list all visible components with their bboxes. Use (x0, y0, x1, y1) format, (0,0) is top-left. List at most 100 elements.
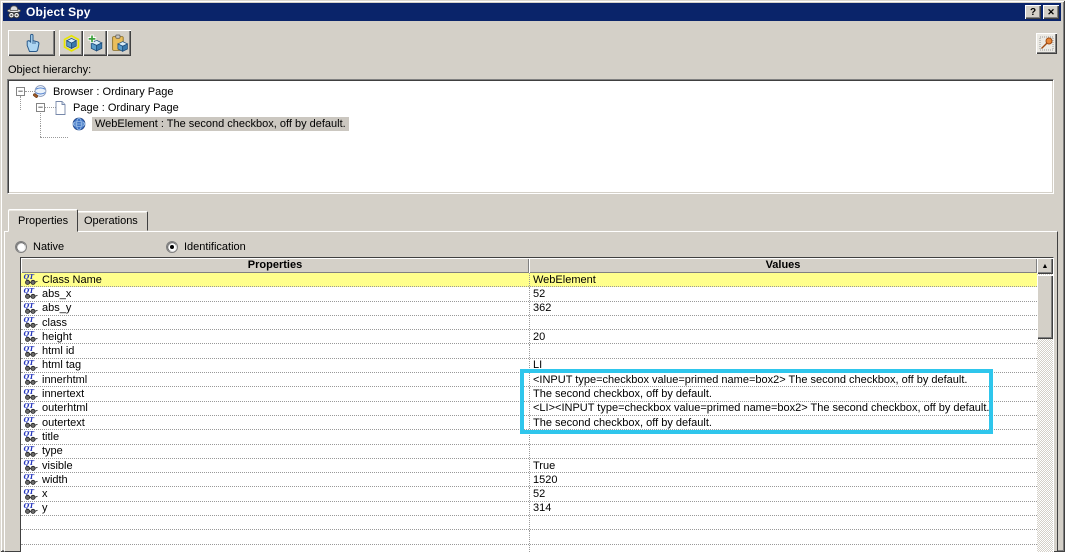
property-value-cell: WebElement (529, 273, 1037, 287)
property-value: 52 (533, 488, 546, 501)
table-row[interactable]: QT innerhtml <INPUT type=checkbox value=pr… (21, 373, 1037, 388)
tree-connector (40, 137, 68, 138)
property-value: <LI><INPUT type=checkbox value=primed na… (533, 402, 990, 415)
table-row[interactable]: QT x 52 (21, 487, 1037, 502)
tree-item-webelement[interactable]: WebElement : The second checkbox, off by… (71, 116, 349, 132)
property-value-cell: <INPUT type=checkbox value=primed name=b… (529, 373, 1037, 387)
property-value: 1520 (533, 473, 558, 486)
highlight-in-application-button[interactable] (59, 30, 83, 56)
property-icon: QT (23, 330, 38, 343)
property-name-cell: QT html tag (21, 359, 529, 372)
svg-text:QT: QT (24, 359, 36, 367)
property-name-cell: QT class (21, 316, 529, 329)
property-value: 20 (533, 330, 546, 343)
property-value-cell: 314 (529, 501, 1037, 516)
close-button[interactable]: ✕ (1043, 5, 1059, 19)
add-cube-icon (87, 34, 103, 51)
window-title: Object Spy (26, 5, 91, 19)
help-button[interactable]: ? (1025, 5, 1041, 19)
property-name-cell: QT innerhtml (21, 373, 529, 386)
table-row[interactable]: QT visible True (21, 458, 1037, 474)
svg-text:QT: QT (24, 316, 36, 324)
table-row[interactable]: QT outertext The second checkbox, off by d… (21, 415, 1037, 431)
radio-identification-dot[interactable] (166, 241, 178, 253)
property-name: Class Name (42, 273, 102, 286)
svg-text:QT: QT (24, 388, 36, 396)
object-hierarchy-tree: − Browser : Ordinary Page − Page : Ordin… (7, 79, 1054, 194)
tree-item-browser[interactable]: Browser : Ordinary Page (32, 84, 173, 100)
radio-identification-label: Identification (184, 241, 246, 253)
hand-pointer-icon (26, 33, 39, 52)
copy-to-clipboard-button[interactable] (107, 30, 131, 56)
svg-text:QT: QT (24, 502, 36, 510)
collapse-toggle-browser[interactable]: − (16, 86, 25, 96)
table-row[interactable]: QT class (21, 315, 1037, 331)
property-name: type (42, 445, 63, 458)
tab-properties[interactable]: Properties (8, 209, 79, 232)
property-name: innertext (42, 388, 85, 401)
property-name-cell: QT outertext (21, 416, 529, 429)
property-value: WebElement (533, 273, 596, 286)
grid-vertical-scrollbar[interactable]: ▲ (1037, 258, 1053, 552)
tree-connector (40, 113, 41, 126)
keep-on-top-button[interactable] (1036, 33, 1057, 54)
table-row[interactable]: QT innertext The second checkbox, off by d… (21, 387, 1037, 402)
property-value-cell (529, 315, 1037, 330)
table-row[interactable]: QT html id (21, 344, 1037, 359)
table-row[interactable]: QT title (21, 430, 1037, 445)
radio-native-dot[interactable] (15, 241, 27, 253)
property-name: abs_y (42, 302, 72, 315)
svg-text:QT: QT (24, 488, 36, 496)
empty-row (21, 530, 1037, 545)
svg-text:QT: QT (24, 402, 36, 410)
grid-body: QT Class Name WebElement QT abs_x 52 QT abs_y 36… (21, 273, 1037, 552)
tab-label: Operations (84, 215, 138, 227)
property-value-cell: The second checkbox, off by default. (529, 415, 1037, 430)
property-icon: QT (23, 388, 38, 401)
property-name-cell: QT outerhtml (21, 402, 529, 415)
tab-label: Properties (18, 214, 69, 227)
svg-text:QT: QT (24, 287, 36, 295)
table-row[interactable]: QT y 314 (21, 501, 1037, 517)
svg-text:QT: QT (24, 459, 36, 467)
point-button[interactable] (8, 30, 55, 56)
properties-tab-panel: Native Identification Properties Values … (4, 231, 1058, 552)
table-row[interactable]: QT height 20 (21, 330, 1037, 345)
property-name-cell: QT title (21, 430, 529, 443)
property-icon: QT (23, 316, 38, 329)
property-value: The second checkbox, off by default. (533, 416, 712, 429)
property-name-cell: QT visible (21, 459, 529, 472)
svg-text:QT: QT (24, 273, 36, 281)
radio-native-label: Native (33, 241, 65, 253)
property-name-cell: QT abs_y (21, 302, 529, 315)
values-column-header: Values (529, 258, 1037, 273)
tree-item-page[interactable]: Page : Ordinary Page (52, 100, 179, 116)
table-row[interactable]: QT abs_y 362 (21, 301, 1037, 316)
property-name: html tag (42, 359, 82, 372)
radio-identification[interactable]: Identification (166, 241, 246, 253)
property-value-cell: The second checkbox, off by default. (529, 387, 1037, 401)
table-row[interactable]: QT html tag LI (21, 358, 1037, 374)
scroll-up-button[interactable]: ▲ (1037, 258, 1053, 274)
title-bar[interactable]: Object Spy ? ✕ (3, 3, 1061, 21)
table-row[interactable]: QT type (21, 444, 1037, 459)
property-name-cell (21, 530, 529, 543)
radio-native[interactable]: Native (15, 241, 64, 253)
property-value: True (533, 459, 556, 472)
table-row[interactable]: QT abs_x 52 (21, 287, 1037, 302)
property-value-cell (529, 516, 1037, 530)
properties-column-header: Properties (21, 258, 529, 273)
collapse-toggle-page[interactable]: − (36, 102, 45, 112)
add-object-button[interactable] (83, 30, 107, 56)
table-row[interactable]: QT width 1520 (21, 473, 1037, 488)
highlight-cube-icon (63, 34, 79, 52)
table-row[interactable]: QT outerhtml <LI><INPUT type=checkbox valu… (21, 401, 1037, 416)
page-icon (55, 101, 66, 115)
property-name: class (42, 316, 68, 329)
property-name: html id (42, 345, 75, 358)
table-row[interactable]: QT Class Name WebElement (21, 273, 1037, 288)
tab-operations[interactable]: Operations (74, 211, 148, 231)
property-value: 52 (533, 287, 546, 300)
scrollbar-thumb[interactable] (1037, 275, 1053, 339)
